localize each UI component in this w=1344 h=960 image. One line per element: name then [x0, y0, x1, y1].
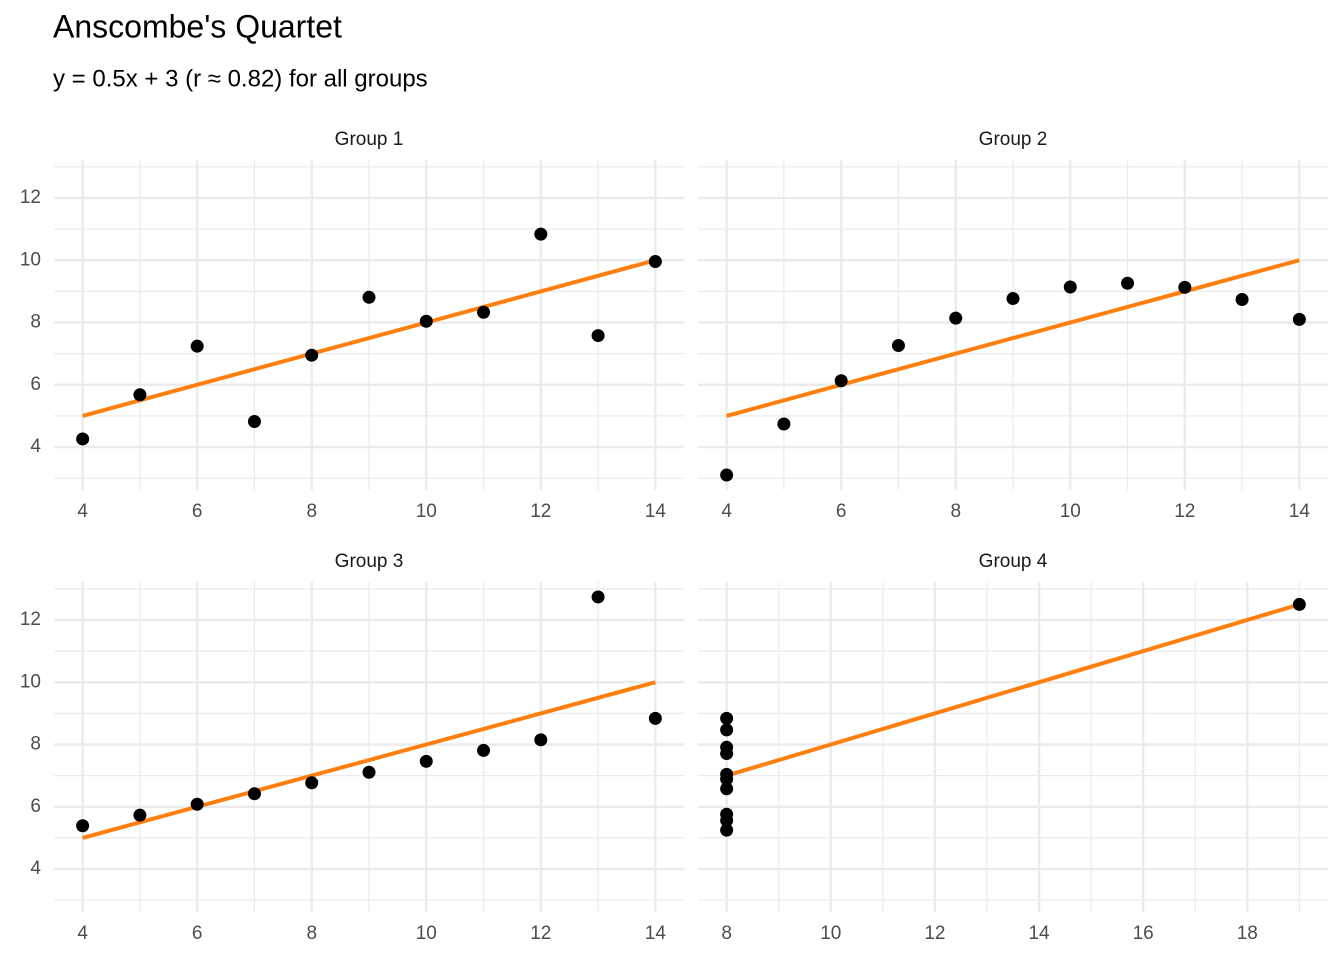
y-tick-label: 4 — [30, 858, 41, 879]
x-tick-label: 14 — [645, 923, 667, 944]
y-tick-label: 12 — [20, 187, 41, 208]
facet-title: Group 1 — [335, 129, 404, 150]
data-point — [891, 339, 905, 353]
y-tick-label: 10 — [20, 671, 41, 692]
data-point — [133, 808, 147, 822]
y-tick-label: 4 — [30, 436, 41, 457]
data-point — [1292, 312, 1306, 326]
data-point — [591, 590, 605, 604]
x-tick-label: 4 — [77, 501, 88, 522]
x-tick-label: 10 — [416, 923, 437, 944]
facet-title: Group 4 — [979, 551, 1048, 572]
data-point — [190, 797, 204, 811]
x-tick-label: 6 — [192, 923, 203, 944]
data-point — [1006, 292, 1020, 306]
x-tick-label: 12 — [924, 923, 945, 944]
data-point — [720, 468, 734, 482]
data-point — [534, 733, 548, 747]
x-tick-label: 8 — [306, 923, 317, 944]
data-point — [949, 311, 963, 325]
data-point — [305, 348, 319, 362]
fit-line — [726, 602, 1300, 778]
x-tick-label: 8 — [306, 501, 317, 522]
y-tick-label: 8 — [30, 734, 41, 755]
data-point — [720, 711, 734, 725]
x-tick-label: 4 — [77, 923, 88, 944]
data-point — [419, 314, 433, 328]
fit-line — [82, 680, 656, 840]
x-tick-label: 4 — [721, 501, 732, 522]
y-tick-label: 10 — [20, 249, 41, 270]
x-tick-label: 6 — [192, 501, 203, 522]
x-tick-label: 10 — [820, 923, 841, 944]
data-point — [720, 772, 734, 786]
data-point — [834, 374, 848, 388]
data-point — [190, 339, 204, 353]
x-tick-label: 18 — [1237, 923, 1258, 944]
data-point — [720, 723, 734, 737]
data-point — [720, 740, 734, 754]
data-point — [76, 432, 90, 446]
data-point — [419, 754, 433, 768]
facet-title: Group 3 — [335, 551, 404, 572]
y-tick-label: 6 — [30, 374, 41, 395]
data-point — [1292, 597, 1306, 611]
data-point — [477, 305, 491, 319]
chart-subtitle: y = 0.5x + 3 (r ≈ 0.82) for all groups — [53, 65, 428, 92]
x-tick-label: 12 — [530, 501, 551, 522]
x-tick-label: 16 — [1133, 923, 1154, 944]
fit-line — [726, 258, 1300, 418]
x-tick-label: 6 — [836, 501, 847, 522]
data-point — [591, 329, 605, 343]
data-point — [1121, 276, 1135, 290]
data-point — [305, 776, 319, 790]
chart-title: Anscombe's Quartet — [53, 8, 342, 44]
data-point — [477, 743, 491, 757]
data-point — [1063, 280, 1077, 294]
data-point — [720, 813, 734, 827]
data-point — [247, 787, 261, 801]
data-point — [720, 782, 734, 796]
fit-line — [82, 258, 656, 418]
x-tick-label: 8 — [950, 501, 961, 522]
x-tick-label: 14 — [1289, 501, 1311, 522]
y-tick-label: 8 — [30, 312, 41, 333]
y-tick-label: 6 — [30, 796, 41, 817]
data-point — [1235, 292, 1249, 306]
x-tick-label: 10 — [416, 501, 437, 522]
data-point — [648, 711, 662, 725]
x-tick-label: 10 — [1060, 501, 1081, 522]
data-point — [534, 227, 548, 241]
data-point — [76, 819, 90, 833]
x-tick-label: 12 — [1174, 501, 1195, 522]
data-point — [1178, 280, 1192, 294]
facet-title: Group 2 — [979, 129, 1048, 150]
data-point — [362, 290, 376, 304]
x-tick-label: 14 — [1028, 923, 1050, 944]
data-point — [720, 823, 734, 837]
x-tick-label: 14 — [645, 501, 667, 522]
x-tick-label: 8 — [721, 923, 732, 944]
data-point — [247, 415, 261, 429]
data-point — [777, 417, 791, 431]
x-tick-label: 12 — [530, 923, 551, 944]
data-point — [362, 765, 376, 779]
data-point — [648, 254, 662, 268]
y-tick-label: 12 — [20, 609, 41, 630]
data-point — [133, 388, 147, 402]
